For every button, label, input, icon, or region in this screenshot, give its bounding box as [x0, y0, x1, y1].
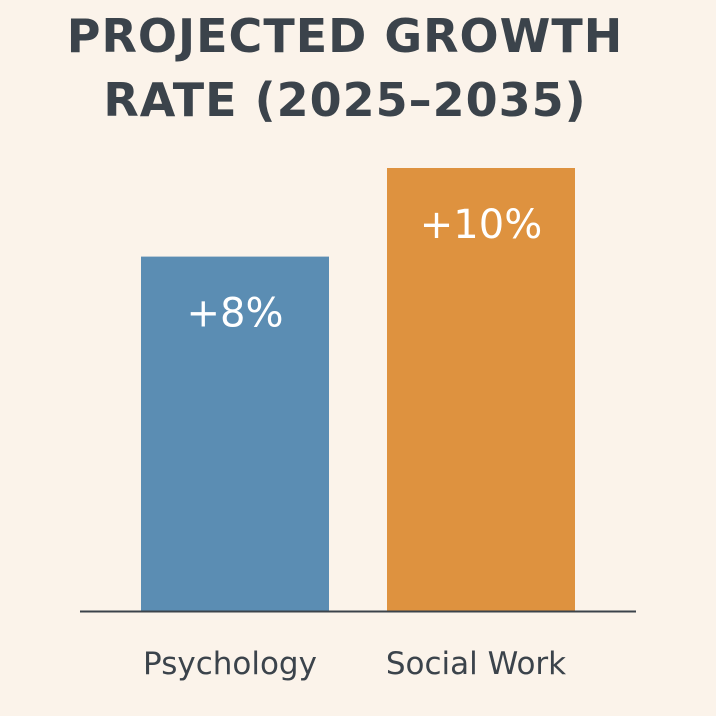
category-label: Social Work	[386, 646, 566, 682]
category-label: Psychology	[143, 646, 317, 682]
data-label: +10%	[420, 202, 542, 248]
data-label: +8%	[187, 291, 284, 337]
bar-psychology	[141, 256, 329, 611]
chart-title: PROJECTED GROWTH RATE (2025–2035)	[0, 4, 690, 132]
chart-title-line-2: RATE (2025–2035)	[103, 73, 587, 127]
chart-title-line-1: PROJECTED GROWTH	[66, 9, 624, 63]
bar-social-work	[387, 168, 575, 611]
